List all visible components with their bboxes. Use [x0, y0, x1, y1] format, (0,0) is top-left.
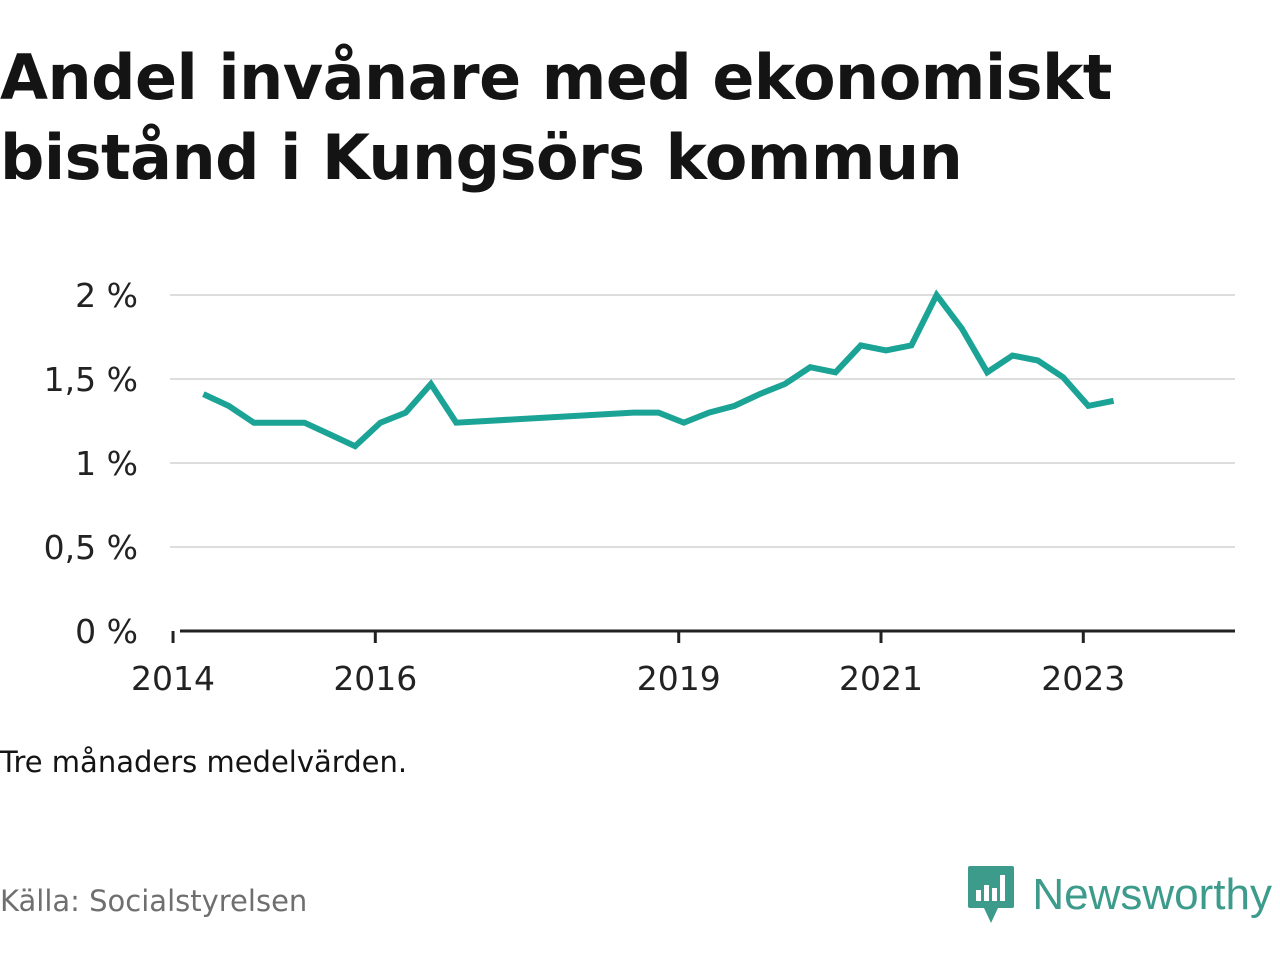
gridlines — [170, 294, 1235, 548]
x-axis: 2014 2016 2019 2021 2023 — [131, 629, 1235, 698]
chart-title: Andel invånare med ekonomiskt bistånd i … — [0, 38, 1260, 198]
x-tick-label: 2014 — [131, 659, 215, 698]
brand-name: Newsworthy — [1032, 870, 1272, 919]
source-text: Källa: Socialstyrelsen — [0, 884, 308, 918]
x-tick-label: 2021 — [839, 659, 923, 698]
brand-logo: Newsworthy — [966, 864, 1272, 926]
x-tick-label: 2019 — [637, 659, 721, 698]
chart-title-line-1: Andel invånare med ekonomiskt — [0, 41, 1112, 114]
series — [202, 289, 1115, 450]
y-tick-label: 1 % — [75, 444, 138, 483]
y-tick-label: 0 % — [75, 612, 138, 651]
y-tick-label: 2 % — [75, 276, 138, 315]
x-tick-label: 2016 — [333, 659, 417, 698]
x-tick-label: 2023 — [1041, 659, 1125, 698]
bar-chart-speech-bubble-icon — [968, 866, 1015, 923]
line-chart: 0 % 0,5 % 1 % 1,5 % 2 % 2014 2016 2019 2021 2023 — [44, 276, 1235, 698]
chart-note: Tre månaders medelvärden. — [0, 745, 408, 779]
chart-title-line-2: bistånd i Kungsörs kommun — [0, 121, 963, 194]
y-tick-label: 0,5 % — [44, 528, 138, 567]
y-tick-label: 1,5 % — [44, 360, 138, 399]
series-line — [202, 289, 1115, 450]
y-axis-tick-labels: 0 % 0,5 % 1 % 1,5 % 2 % — [44, 276, 138, 651]
